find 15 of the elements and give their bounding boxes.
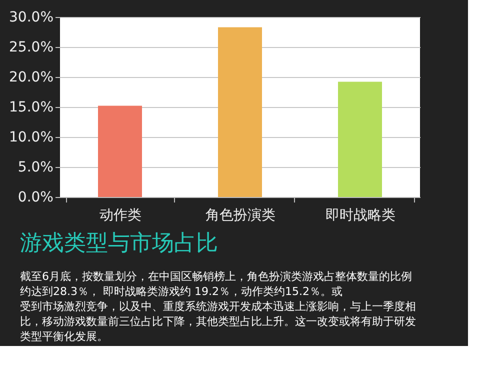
bar	[98, 106, 142, 197]
text: 截至6月底，按数量划分，在中国区畅销榜上，角色扮演类游戏占整体数量的比例约达到28.3％， 即时战略类游戏约 19.2％，动作类约15.2％。或受到市场激烈竞争，以及中、重度系统游戏开发成本迅速上涨影响，与上一季度相比，移动游戏数量前三位占比下降，其他类型占比上升。这一改变或将有助于研发类型平衡化发展。	[20, 270, 416, 343]
x-tick-label: 即时战略类	[326, 208, 396, 224]
bar	[218, 27, 262, 197]
y-tick-label: 10.0%	[9, 130, 54, 146]
bar	[338, 82, 382, 197]
y-tick-label: 30.0%	[9, 10, 54, 26]
y-tick-label: 0.0%	[18, 190, 54, 206]
x-tick-label: 动作类	[100, 208, 142, 224]
y-tick-label: 20.0%	[9, 70, 54, 86]
y-tick-label: 15.0%	[9, 100, 54, 116]
text: 游戏类型与市场占比	[20, 231, 218, 256]
y-tick-label: 25.0%	[9, 40, 54, 56]
y-tick-label: 5.0%	[18, 160, 54, 176]
x-tick-label: 角色扮演类	[206, 208, 276, 224]
